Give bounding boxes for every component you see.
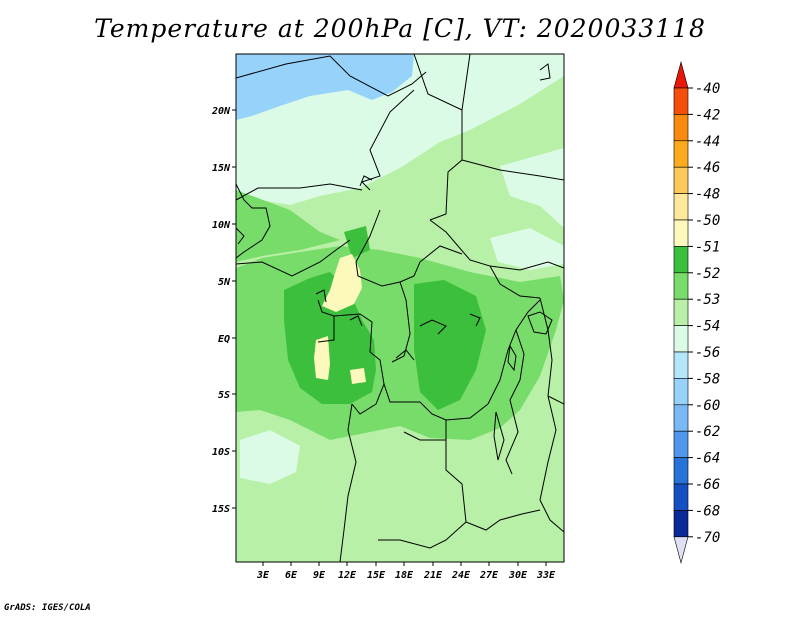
colorbar-swatch — [673, 219, 689, 247]
colorbar-bottom-arrow — [673, 536, 689, 564]
map-title: Temperature at 200hPa [C], VT: 202003311… — [94, 14, 706, 43]
lon-tick-label: 18E — [395, 570, 414, 581]
colorbar-label: -68 — [695, 503, 720, 519]
colorbar-swatch — [673, 87, 689, 115]
longitude-axis: 3E 6E 9E 12E 15E 18E 21E 24E 27E 30E 33E — [256, 562, 556, 581]
colorbar-swatch — [673, 298, 689, 326]
lat-tick-label: 10S — [212, 447, 230, 458]
lon-tick-label: 27E — [479, 570, 499, 581]
colorbar: -40 -42 -44 -46 -48 -50 -51 -52 -53 -54 -56 -58 -60 -… — [673, 60, 720, 564]
grads-credit: GrADS: IGES/COLA — [4, 603, 91, 613]
colorbar-top-arrow — [673, 60, 689, 89]
colorbar-label: -53 — [695, 292, 720, 308]
colorbar-swatch — [673, 351, 689, 379]
contour-band-51-east — [414, 280, 486, 410]
lon-tick-label: 33E — [536, 570, 556, 581]
colorbar-label: -56 — [695, 345, 720, 361]
colorbar-label: -52 — [695, 266, 720, 282]
colorbar-label: -40 — [695, 81, 720, 97]
colorbar-label: -62 — [695, 424, 720, 440]
colorbar-swatch — [673, 378, 689, 406]
lon-tick-label: 9E — [313, 570, 326, 581]
lat-tick-label: EQ — [218, 334, 230, 345]
colorbar-label: -58 — [695, 371, 720, 387]
colorbar-swatch — [673, 166, 689, 194]
colorbar-swatch — [673, 404, 689, 432]
lon-tick-label: 21E — [423, 570, 443, 581]
colorbar-swatch — [673, 272, 689, 300]
lon-tick-label: 24E — [451, 570, 471, 581]
lon-tick-label: 3E — [256, 570, 270, 581]
colorbar-swatch — [673, 430, 689, 458]
colorbar-swatch — [673, 114, 689, 142]
colorbar-swatch — [673, 510, 689, 538]
colorbar-label: -60 — [695, 398, 720, 414]
colorbar-swatch — [673, 457, 689, 485]
lat-tick-label: 5S — [218, 390, 230, 401]
contour-band-50-b — [314, 336, 330, 380]
colorbar-label: -70 — [695, 530, 720, 546]
colorbar-label: -50 — [695, 213, 720, 229]
latitude-axis: 20N 15N 10N 5N EQ 5S 10S 15S — [211, 106, 236, 515]
colorbar-label: -66 — [695, 477, 720, 493]
contour-band-50 — [322, 254, 362, 312]
lat-tick-label: 10N — [212, 220, 231, 231]
colorbar-swatch — [673, 193, 689, 221]
colorbar-swatch — [673, 140, 689, 168]
lat-tick-label: 15N — [212, 163, 231, 174]
colorbar-label: -51 — [695, 239, 720, 255]
lon-tick-label: 6E — [285, 570, 298, 581]
contour-band-56 — [236, 54, 414, 120]
colorbar-label: -48 — [695, 187, 720, 203]
lon-tick-label: 12E — [338, 570, 357, 581]
contour-band-54-south — [240, 430, 300, 484]
plot-frame — [235, 53, 565, 563]
lat-tick-label: 20N — [211, 106, 231, 117]
colorbar-label: -54 — [695, 319, 720, 335]
lon-tick-label: 15E — [367, 570, 386, 581]
colorbar-label: -64 — [695, 451, 720, 467]
borders-layer — [236, 54, 564, 562]
colorbar-swatch — [673, 483, 689, 511]
contour-band-50-c — [350, 368, 366, 384]
lat-tick-label: 5N — [218, 277, 231, 288]
contour-fill-layer — [236, 54, 564, 562]
lon-tick-label: 30E — [508, 570, 528, 581]
colorbar-label: -42 — [695, 107, 720, 123]
colorbar-swatch — [673, 246, 689, 274]
contour-band-51-ne — [344, 226, 370, 258]
contour-band-54-east2 — [490, 228, 564, 270]
colorbar-swatch — [673, 325, 689, 353]
contour-band-54-east — [500, 148, 564, 228]
lat-tick-label: 15S — [212, 504, 230, 515]
colorbar-label: -44 — [695, 134, 720, 150]
colorbar-label: -46 — [695, 160, 720, 176]
